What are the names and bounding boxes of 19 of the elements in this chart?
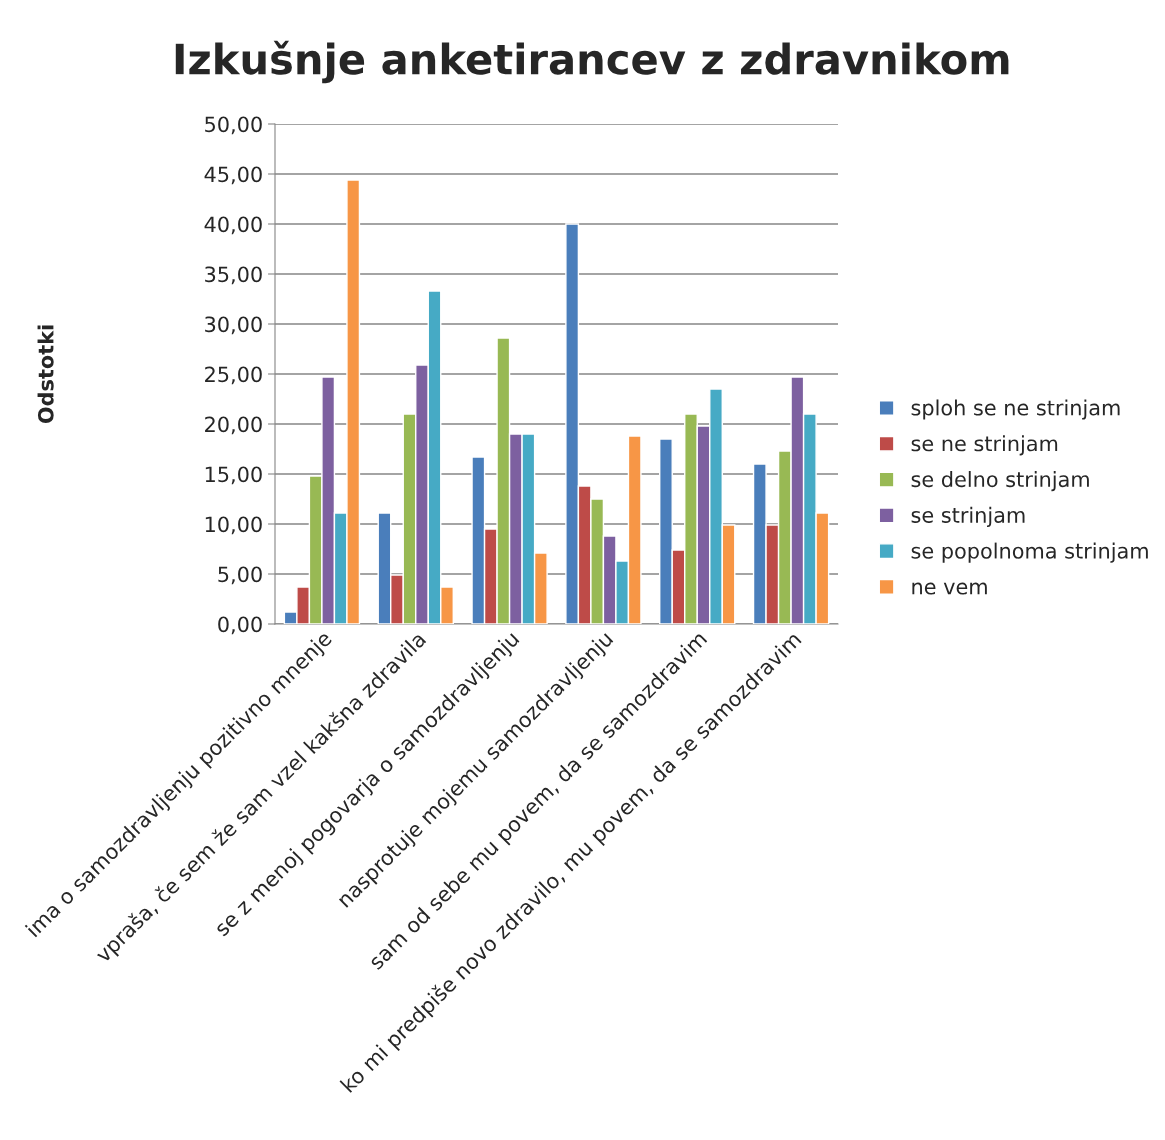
y-axis-title: Odstotki <box>37 325 54 424</box>
y-tick-label: 0,00 <box>218 616 262 635</box>
y-tick-label: 20,00 <box>205 416 262 435</box>
y-tick-label: 10,00 <box>205 516 262 535</box>
legend-label: sploh se ne strinjam <box>911 399 1120 420</box>
y-tick-label: 30,00 <box>205 316 262 335</box>
legend-label: se popolnoma strinjam <box>911 542 1148 563</box>
y-tick-label: 5,00 <box>218 566 262 585</box>
legend-label: ne vem <box>912 582 987 595</box>
y-tick-label: 35,00 <box>205 266 262 285</box>
legend-label: se delno strinjam <box>911 471 1089 492</box>
y-tick-label: 25,00 <box>205 366 262 385</box>
y-tick-label: 40,00 <box>204 216 262 235</box>
chart-title: Izkušnje anketirancev z zdravnikom <box>175 40 1009 84</box>
legend-label: se ne strinjam <box>911 435 1058 456</box>
y-tick-label: 45,00 <box>204 166 262 185</box>
y-tick-label: 50,00 <box>205 116 262 135</box>
y-tick-label: 15,00 <box>205 466 262 485</box>
legend-label: se strinjam <box>911 506 1025 527</box>
